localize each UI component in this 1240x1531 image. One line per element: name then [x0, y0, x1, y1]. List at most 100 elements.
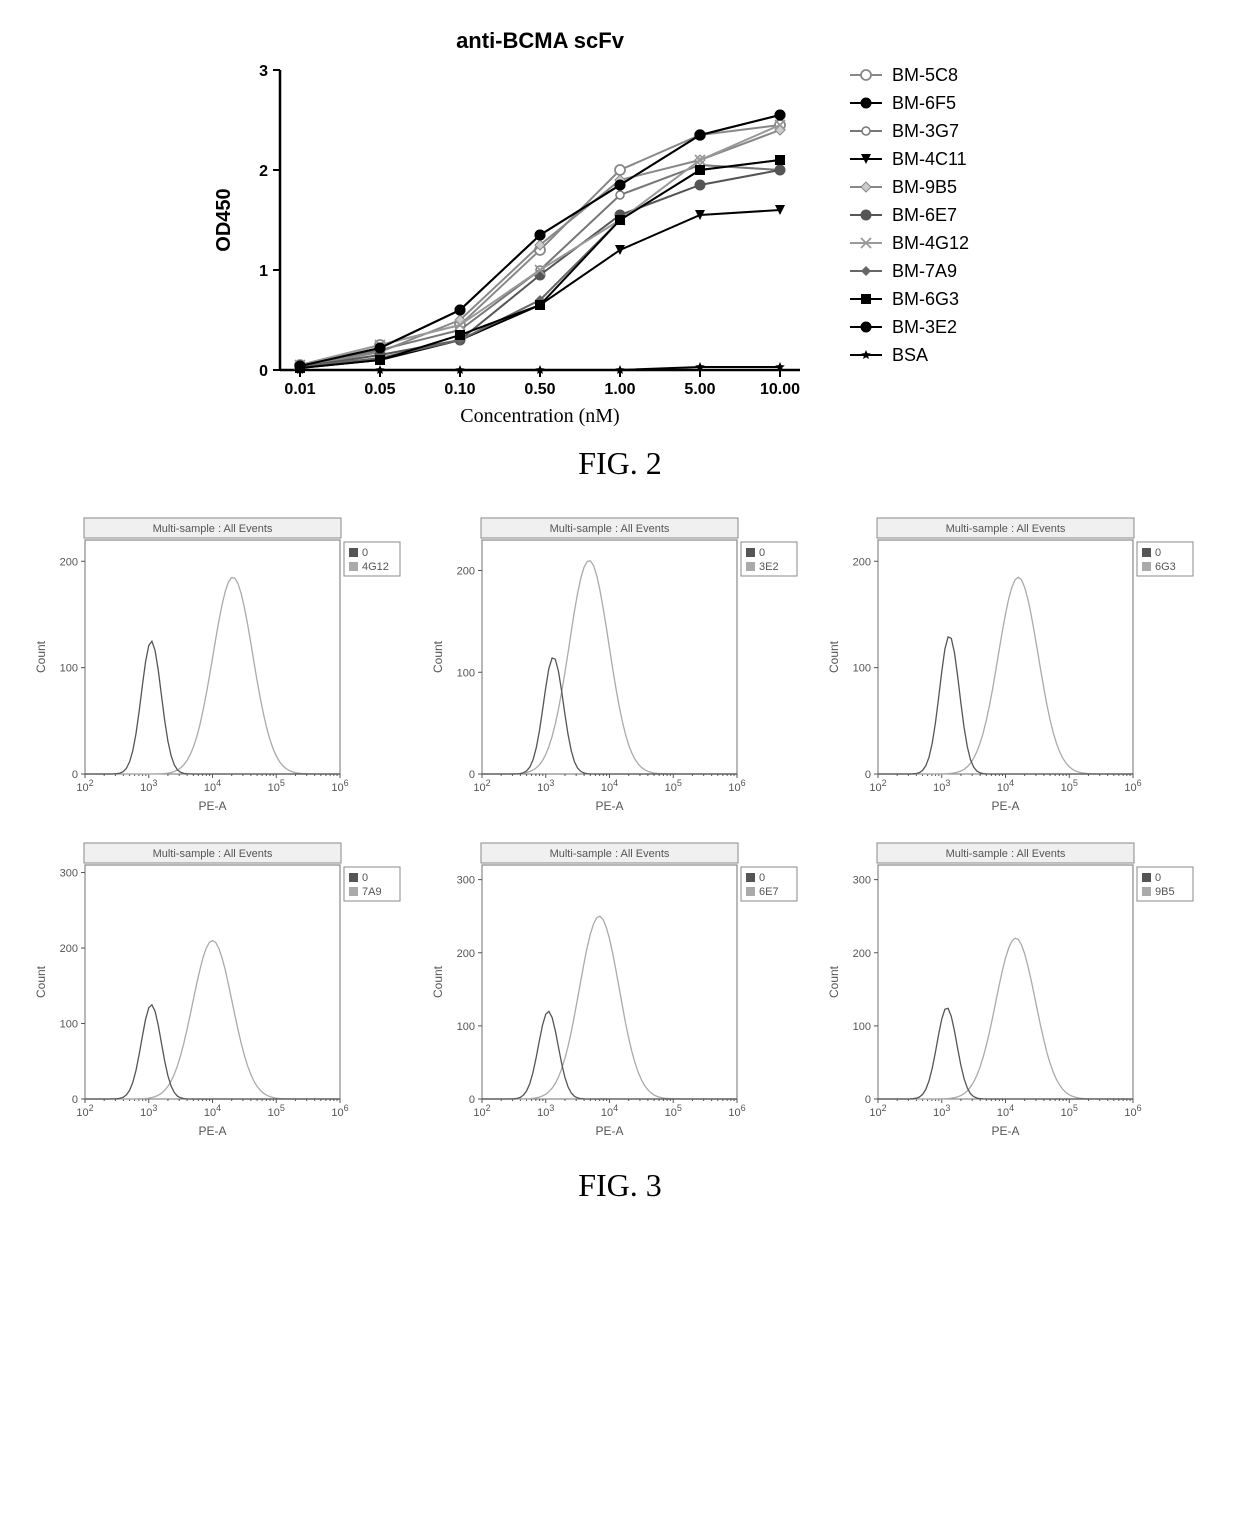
svg-text:102: 102: [76, 778, 93, 794]
svg-text:102: 102: [473, 778, 490, 794]
svg-text:Count: Count: [827, 965, 841, 998]
svg-text:PE-A: PE-A: [992, 799, 1020, 813]
svg-text:0: 0: [759, 872, 765, 884]
facs-panel: Multi-sample : All Events 0 100 200 300 102 10…: [30, 837, 417, 1152]
svg-text:6G3: 6G3: [1155, 561, 1176, 573]
svg-text:0: 0: [469, 1094, 475, 1106]
svg-text:BM-6F5: BM-6F5: [892, 93, 956, 113]
svg-text:200: 200: [456, 566, 474, 578]
svg-text:Multi-sample : All Events: Multi-sample : All Events: [549, 848, 669, 860]
svg-text:BM-6E7: BM-6E7: [892, 205, 957, 225]
svg-text:100: 100: [853, 663, 871, 675]
svg-text:104: 104: [204, 1103, 221, 1119]
facs-panel: Multi-sample : All Events010020010210310…: [427, 512, 814, 827]
fig2-caption: FIG. 2: [20, 445, 1220, 482]
svg-text:0: 0: [362, 547, 368, 559]
svg-text:105: 105: [664, 1103, 681, 1119]
svg-text:1.00: 1.00: [604, 381, 635, 398]
svg-text:3E2: 3E2: [759, 561, 779, 573]
fig3-caption: FIG. 3: [20, 1167, 1220, 1204]
svg-text:BM-3E2: BM-3E2: [892, 317, 957, 337]
fig3-grid: Multi-sample : All Events 0 100 200 102 103 10…: [30, 512, 1210, 1152]
svg-text:300: 300: [60, 868, 78, 880]
svg-text:100: 100: [456, 667, 474, 679]
svg-text:100: 100: [853, 1021, 871, 1033]
svg-text:3: 3: [259, 63, 268, 80]
svg-text:BM-5C8: BM-5C8: [892, 65, 958, 85]
svg-text:0: 0: [865, 769, 871, 781]
svg-text:Count: Count: [34, 965, 48, 998]
svg-text:Multi-sample : All Events: Multi-sample : All Events: [946, 523, 1066, 535]
svg-text:103: 103: [933, 778, 950, 794]
svg-text:6E7: 6E7: [759, 886, 779, 898]
svg-text:200: 200: [853, 948, 871, 960]
svg-text:104: 104: [204, 778, 221, 794]
svg-text:104: 104: [601, 1103, 618, 1119]
svg-text:100: 100: [60, 663, 78, 675]
svg-text:100: 100: [456, 1021, 474, 1033]
svg-text:106: 106: [728, 1103, 745, 1119]
fig2-chart: anti-BCMA scFv01230.010.050.100.501.005.…: [200, 20, 1040, 430]
svg-text:103: 103: [140, 1103, 157, 1119]
svg-text:BM-6G3: BM-6G3: [892, 289, 959, 309]
svg-text:106: 106: [1125, 1103, 1142, 1119]
facs-panel: Multi-sample : All Events 0 100 200 300 102 10…: [823, 837, 1210, 1152]
svg-text:BM-4G12: BM-4G12: [892, 233, 969, 253]
svg-text:0.10: 0.10: [444, 381, 475, 398]
svg-text:300: 300: [456, 875, 474, 887]
svg-text:0: 0: [469, 769, 475, 781]
svg-text:200: 200: [60, 943, 78, 955]
svg-text:Count: Count: [827, 640, 841, 673]
svg-text:PE-A: PE-A: [595, 1124, 623, 1138]
svg-text:BM-4C11: BM-4C11: [892, 149, 967, 169]
svg-text:Multi-sample : All Events: Multi-sample : All Events: [549, 523, 669, 535]
svg-text:104: 104: [997, 778, 1014, 794]
svg-text:Multi-sample : All Events: Multi-sample : All Events: [153, 523, 273, 535]
svg-text:103: 103: [933, 1103, 950, 1119]
svg-text:9B5: 9B5: [1155, 886, 1175, 898]
svg-text:BM-7A9: BM-7A9: [892, 261, 957, 281]
svg-text:BM-9B5: BM-9B5: [892, 177, 957, 197]
svg-text:103: 103: [537, 1103, 554, 1119]
svg-text:105: 105: [1061, 778, 1078, 794]
svg-text:PE-A: PE-A: [992, 1124, 1020, 1138]
svg-text:10.00: 10.00: [760, 381, 800, 398]
svg-text:200: 200: [853, 556, 871, 568]
svg-text:0: 0: [1155, 872, 1161, 884]
svg-text:105: 105: [1061, 1103, 1078, 1119]
svg-text:Multi-sample : All Events: Multi-sample : All Events: [946, 848, 1066, 860]
svg-text:106: 106: [331, 1103, 348, 1119]
svg-text:105: 105: [268, 1103, 285, 1119]
svg-text:104: 104: [997, 1103, 1014, 1119]
fig2-container: anti-BCMA scFv01230.010.050.100.501.005.…: [20, 20, 1220, 430]
svg-text:0: 0: [72, 769, 78, 781]
svg-text:0.05: 0.05: [364, 381, 395, 398]
svg-text:106: 106: [1125, 778, 1142, 794]
svg-text:102: 102: [76, 1103, 93, 1119]
svg-text:PE-A: PE-A: [198, 1124, 226, 1138]
svg-text:0: 0: [362, 872, 368, 884]
svg-text:102: 102: [870, 1103, 887, 1119]
svg-text:0: 0: [759, 547, 765, 559]
svg-text:PE-A: PE-A: [595, 799, 623, 813]
svg-text:106: 106: [728, 778, 745, 794]
svg-text:200: 200: [60, 556, 78, 568]
facs-panel: Multi-sample : All Events010020010210310…: [823, 512, 1210, 827]
svg-text:Count: Count: [431, 640, 445, 673]
svg-text:OD450: OD450: [213, 188, 235, 251]
svg-text:300: 300: [853, 875, 871, 887]
svg-text:Count: Count: [431, 965, 445, 998]
svg-text:Multi-sample : All Events: Multi-sample : All Events: [153, 848, 273, 860]
svg-text:102: 102: [473, 1103, 490, 1119]
svg-text:1: 1: [259, 263, 268, 280]
svg-text:0: 0: [1155, 547, 1161, 559]
svg-text:100: 100: [60, 1019, 78, 1031]
svg-text:Count: Count: [34, 640, 48, 673]
svg-text:anti-BCMA scFv: anti-BCMA scFv: [456, 28, 625, 53]
facs-panel: Multi-sample : All Events010020010210310…: [30, 512, 417, 827]
svg-text:0.01: 0.01: [284, 381, 315, 398]
svg-text:7A9: 7A9: [362, 886, 382, 898]
svg-text:0.50: 0.50: [524, 381, 555, 398]
svg-text:0: 0: [72, 1094, 78, 1106]
svg-text:106: 106: [331, 778, 348, 794]
